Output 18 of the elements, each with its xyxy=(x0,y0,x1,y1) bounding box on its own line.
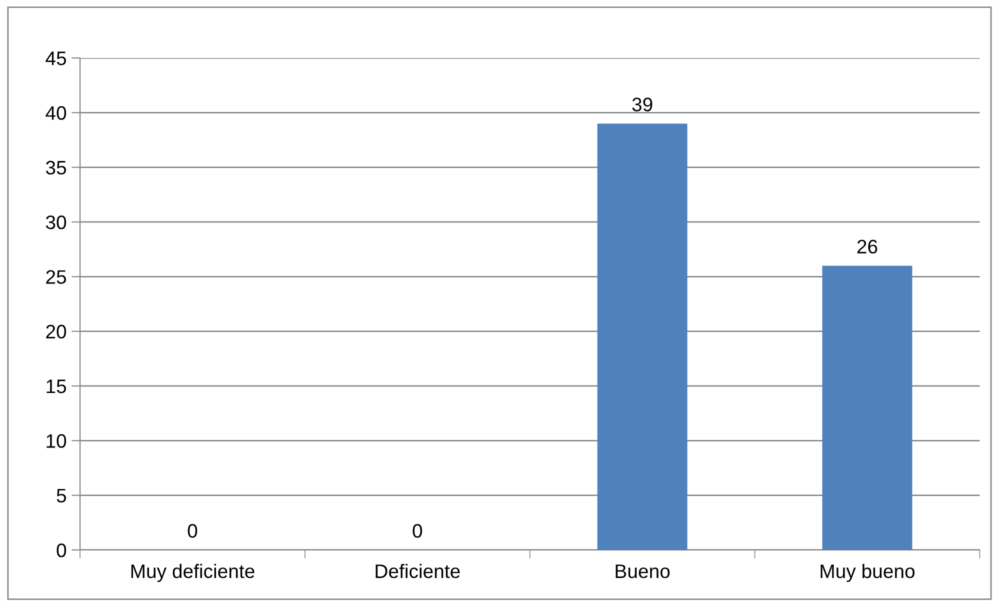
data-label: 0 xyxy=(188,524,198,538)
y-tick-label: 30 xyxy=(46,215,66,230)
y-tick-label: 10 xyxy=(46,434,66,448)
x-tick-label: Deficiente xyxy=(376,564,460,578)
y-tick-label: 35 xyxy=(46,160,66,175)
y-tick-label: 0 xyxy=(56,543,66,558)
y-tick-label: 5 xyxy=(56,488,66,503)
data-label: 26 xyxy=(857,240,878,254)
x-tick-label: Bueno xyxy=(616,564,670,578)
data-label: 0 xyxy=(412,524,422,538)
y-tick-label: 25 xyxy=(46,270,66,284)
y-tick-label: 15 xyxy=(46,380,66,394)
y-tick-label: 40 xyxy=(46,106,66,120)
y-tick-label: 20 xyxy=(46,324,66,339)
x-tick-label: Muy bueno xyxy=(820,564,915,582)
x-tick-label: Muy deficiente xyxy=(131,564,254,582)
y-tick-label: 45 xyxy=(46,52,66,66)
data-label: 39 xyxy=(632,98,652,112)
